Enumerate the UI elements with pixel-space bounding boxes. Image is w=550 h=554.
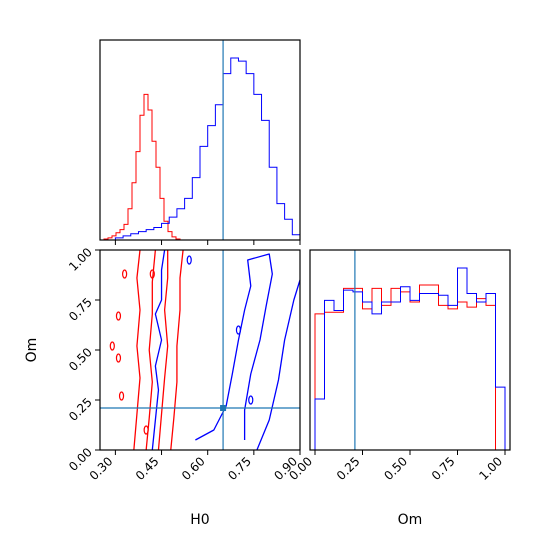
truth-marker bbox=[220, 405, 227, 411]
y-tick-label-om: 0.25 bbox=[66, 395, 95, 424]
x-tick-label-h0: 0.75 bbox=[225, 454, 254, 483]
x-tick-label-om: 1.00 bbox=[476, 454, 505, 483]
contour-island-0-2 bbox=[115, 353, 122, 363]
contour-line-0-3 bbox=[170, 249, 184, 451]
contour-line-1-1 bbox=[195, 253, 273, 441]
contour-island-0-0 bbox=[109, 341, 115, 351]
h0-om-contour-panel: 0.30 0.45 0.60 0.75 0.900.000.250.500.751.00 bbox=[66, 245, 301, 483]
x-tick-label-h0: 0.45 bbox=[133, 454, 162, 483]
x-tick-label-om: 0.50 bbox=[381, 454, 410, 483]
x-tick-label-h0: 0.60 bbox=[179, 454, 208, 483]
h0-histogram-series-1 bbox=[114, 57, 301, 240]
y-tick-label-om: 1.00 bbox=[66, 245, 95, 274]
contour-island-0-1 bbox=[118, 391, 125, 401]
contour-line-1-0 bbox=[151, 249, 166, 451]
om-histogram-series-1 bbox=[314, 267, 506, 450]
contour-island-0-3 bbox=[115, 311, 122, 321]
h0-histogram-series-0 bbox=[100, 93, 184, 241]
y-tick-label-om: 0.75 bbox=[66, 295, 95, 324]
contour-line-0-2 bbox=[157, 250, 169, 451]
contour-island-0-6 bbox=[149, 269, 155, 279]
x-tick-label-om: 0.75 bbox=[429, 454, 458, 483]
om-marginal-panel: 0.00 0.25 0.50 0.75 1.00 bbox=[286, 249, 511, 483]
contour-line-0-1 bbox=[145, 249, 157, 451]
y-tick-label-om: 0.50 bbox=[66, 345, 95, 374]
x-axis-label-om: Om bbox=[398, 512, 423, 528]
contour-island-1-2 bbox=[248, 395, 254, 405]
x-tick-label-om: 0.25 bbox=[334, 454, 363, 483]
x-axis-label-h0: H0 bbox=[190, 512, 209, 528]
contour-island-0-4 bbox=[122, 269, 128, 279]
contour-island-1-0 bbox=[186, 255, 192, 265]
contour-line-0-0 bbox=[133, 249, 141, 451]
contour-line-1-2 bbox=[256, 279, 301, 451]
contour-island-1-1 bbox=[235, 325, 242, 335]
h0-marginal-panel bbox=[99, 39, 301, 245]
contour-island-0-5 bbox=[143, 425, 149, 435]
y-axis-label-om: Om bbox=[24, 338, 40, 363]
